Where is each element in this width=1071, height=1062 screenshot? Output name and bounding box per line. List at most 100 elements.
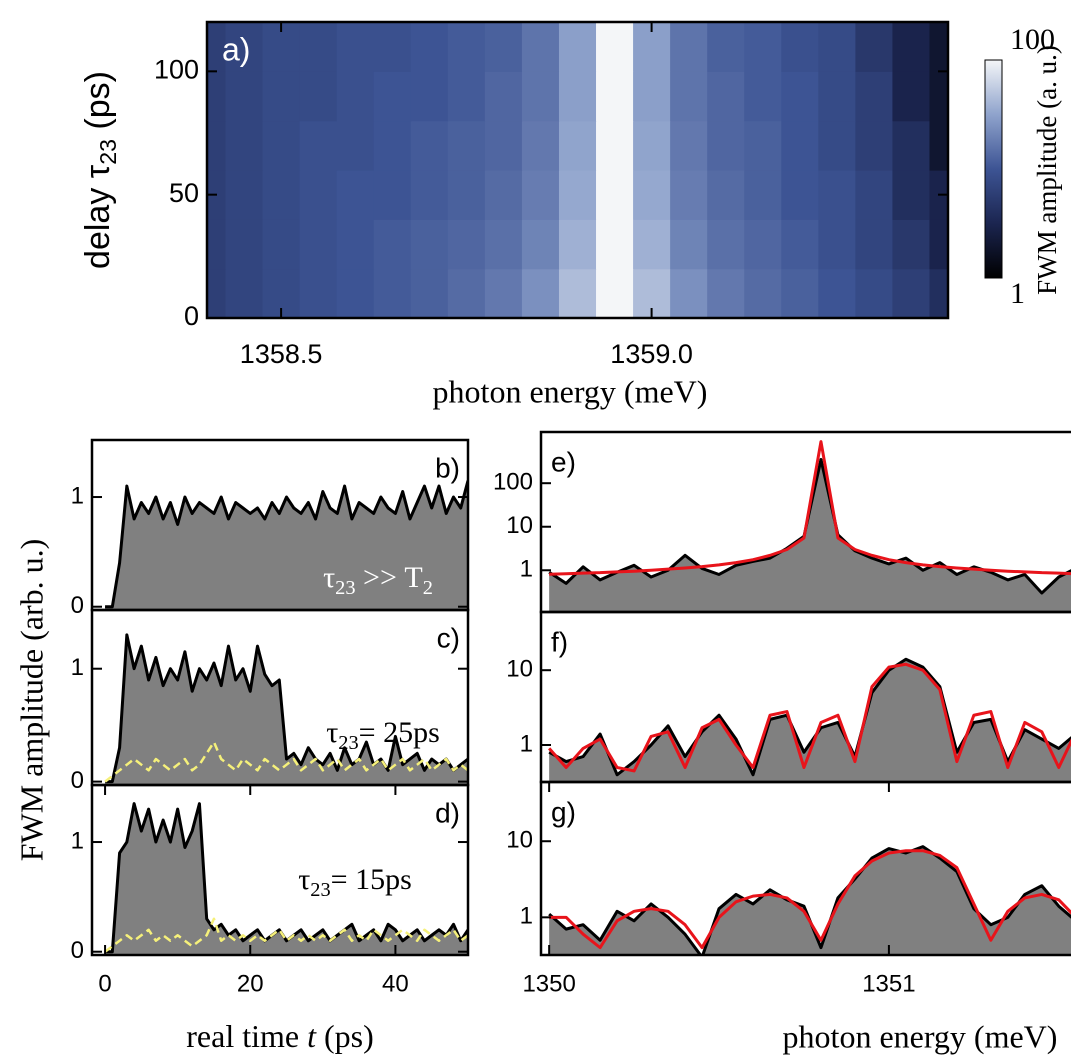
heatmap-cell xyxy=(744,268,782,318)
heatmap-cell xyxy=(744,219,782,270)
heatmap-cell xyxy=(207,268,227,318)
y-tick-label: 0 xyxy=(184,301,199,331)
annotation-part: 23 xyxy=(338,732,358,754)
heatmap-cell xyxy=(892,22,931,72)
heatmap-cell xyxy=(818,219,856,270)
heatmap-cell xyxy=(892,268,931,318)
line xyxy=(549,849,1071,950)
heatmap-cell xyxy=(262,71,301,122)
y-tick-label: 1 xyxy=(71,654,84,681)
colorbar-tick-label: 100 xyxy=(1010,23,1055,56)
heatmap-cell xyxy=(670,22,708,72)
heatmap-cell xyxy=(596,71,634,122)
heatmap-cell xyxy=(781,71,819,122)
panel-label: g) xyxy=(551,796,576,827)
dashed-line xyxy=(104,917,468,953)
x-tick-label: 1359.0 xyxy=(610,339,693,369)
panel xyxy=(539,780,1071,957)
y-axis-label: delay τ23 (ps) xyxy=(79,71,121,269)
heatmap-cell xyxy=(373,268,412,318)
heatmap-cell xyxy=(596,22,634,72)
y-tick-label: 100 xyxy=(493,469,533,496)
plot-area xyxy=(548,657,1071,782)
line xyxy=(105,480,468,609)
colorbar-tick-label: 1 xyxy=(1010,277,1025,310)
y-tick-label: 10 xyxy=(506,512,533,539)
frame xyxy=(90,783,470,957)
heatmap-cell xyxy=(670,120,708,171)
plot-area xyxy=(548,440,1071,612)
colorbar xyxy=(984,59,1003,279)
heatmap-cell xyxy=(410,120,449,171)
heatmap-cell xyxy=(447,268,486,318)
x-tick-label: 20 xyxy=(237,970,264,997)
heatmap-cell xyxy=(484,120,523,171)
heatmap-cell xyxy=(521,268,560,318)
heatmap-cell xyxy=(207,120,227,171)
heatmap-cell xyxy=(336,71,375,122)
heatmap-cell xyxy=(558,268,597,318)
heatmap-cell xyxy=(225,219,264,270)
heatmap-cell xyxy=(707,120,745,171)
heatmap-cell xyxy=(373,71,412,122)
heatmap-cell xyxy=(892,71,931,122)
x-axis-label-part: real time xyxy=(186,1018,307,1054)
heatmap-cell xyxy=(744,170,782,220)
heatmap-cell xyxy=(707,268,745,318)
heatmap-cell xyxy=(484,268,523,318)
heatmap-cell xyxy=(447,71,486,122)
panel-label: b) xyxy=(435,452,460,483)
heatmap-cell xyxy=(410,22,449,72)
heatmap-cell xyxy=(299,268,338,318)
x-axis-label: photon energy (meV) xyxy=(783,1018,1058,1054)
line xyxy=(548,845,1071,955)
x-axis-label-part: t xyxy=(307,1018,317,1054)
y-tick-label: 1 xyxy=(71,482,84,509)
heatmap-cell xyxy=(929,120,948,171)
heatmap-cell xyxy=(633,71,671,122)
x-tick-label: 1358.5 xyxy=(240,339,323,369)
heatmap-cell xyxy=(818,170,856,220)
heatmap-cell xyxy=(707,219,745,270)
heatmap-cell xyxy=(447,120,486,171)
panel xyxy=(539,430,1071,614)
heatmap-cell xyxy=(484,170,523,220)
heatmap-cell xyxy=(373,22,412,72)
heatmap-cell xyxy=(707,71,745,122)
heatmap-cell xyxy=(262,120,301,171)
panel-label: d) xyxy=(435,797,460,828)
plot-area xyxy=(105,480,468,610)
heatmap-cell xyxy=(855,170,894,220)
line xyxy=(548,662,1071,773)
heatmap-cell xyxy=(373,120,412,171)
heatmap-cell xyxy=(670,268,708,318)
heatmap-cell xyxy=(744,22,782,72)
area-fill xyxy=(549,846,1071,955)
heatmap-cell xyxy=(744,71,782,122)
dashed-line xyxy=(104,740,468,783)
colorbar-label: FWM amplitude (a. u.) xyxy=(1032,45,1062,295)
heatmap-cell xyxy=(744,120,782,171)
heatmap-cell xyxy=(447,170,486,220)
panel xyxy=(539,610,1071,784)
heatmap-cell xyxy=(892,219,931,270)
heatmap-cell xyxy=(855,22,894,72)
heatmap-cell xyxy=(781,268,819,318)
heatmap-cell xyxy=(558,22,597,72)
line xyxy=(105,802,468,954)
heatmap-cell xyxy=(207,71,227,122)
heatmap-cell xyxy=(207,22,227,72)
panel xyxy=(90,783,470,957)
area-fill xyxy=(105,634,468,785)
y-tick-label: 1 xyxy=(71,827,84,854)
heatmap-cell xyxy=(707,22,745,72)
heatmap-cell xyxy=(558,170,597,220)
heatmap-cell xyxy=(521,219,560,270)
y-axis-label: FWM amplitude (arb. u.) xyxy=(13,539,49,862)
panel xyxy=(205,20,1003,320)
heatmap-cell xyxy=(225,170,264,220)
heatmap-cell xyxy=(892,170,931,220)
y-axis-label-part: (ps) xyxy=(79,71,117,139)
heatmap-cell xyxy=(336,120,375,171)
